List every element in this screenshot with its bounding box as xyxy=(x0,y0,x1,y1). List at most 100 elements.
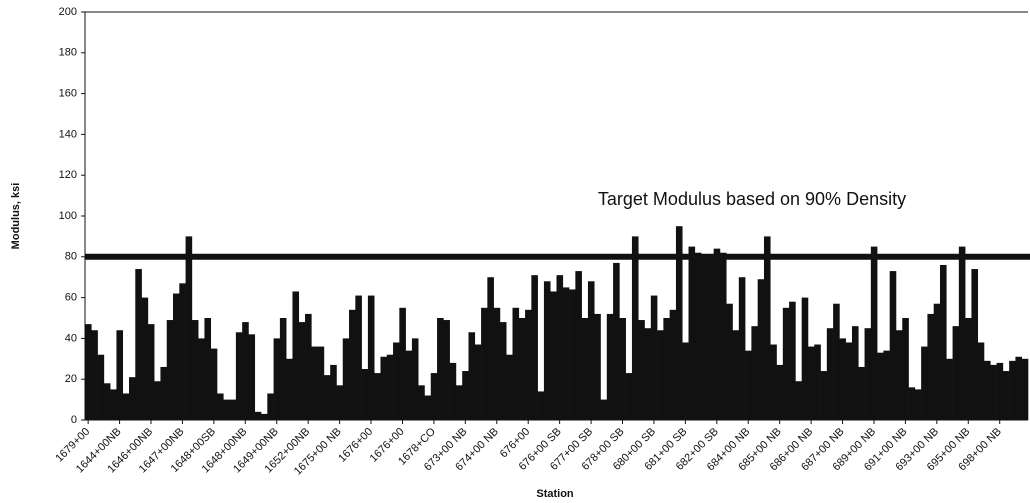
bar xyxy=(355,295,362,420)
bar xyxy=(393,342,400,420)
bar xyxy=(437,318,444,420)
bar xyxy=(279,318,287,420)
bar xyxy=(455,385,463,420)
bar xyxy=(732,330,740,420)
bar xyxy=(443,320,450,420)
bar xyxy=(462,371,469,420)
bar xyxy=(675,226,683,420)
bar xyxy=(575,271,582,420)
bar xyxy=(738,277,746,420)
bar xyxy=(694,252,702,420)
bar xyxy=(751,326,758,420)
bar xyxy=(902,318,909,420)
bar xyxy=(650,295,658,420)
y-tick-label: 140 xyxy=(59,128,77,140)
bar xyxy=(317,346,325,420)
bar xyxy=(921,346,928,420)
bar xyxy=(242,322,249,420)
bar xyxy=(141,297,149,420)
bar xyxy=(745,350,752,420)
bar xyxy=(286,358,293,420)
bar xyxy=(525,309,532,420)
bar xyxy=(493,307,501,420)
bar xyxy=(160,366,168,420)
bar xyxy=(631,236,639,420)
bar xyxy=(116,330,124,420)
bar xyxy=(556,275,564,420)
bar xyxy=(801,297,809,420)
bar xyxy=(154,381,161,420)
bar xyxy=(996,362,1004,420)
bar xyxy=(537,391,545,420)
bar xyxy=(298,322,306,420)
bar xyxy=(914,389,922,420)
x-axis-label: Station xyxy=(536,488,574,500)
bar xyxy=(983,360,991,420)
bar xyxy=(305,313,312,420)
bar xyxy=(864,328,872,420)
bar xyxy=(939,264,947,420)
bar xyxy=(644,328,652,420)
bar xyxy=(562,287,570,420)
bar xyxy=(927,313,934,420)
bar xyxy=(682,342,689,420)
bar xyxy=(594,313,601,420)
bar xyxy=(173,293,180,420)
bar xyxy=(789,301,796,420)
bar xyxy=(1015,356,1023,420)
bar xyxy=(166,320,174,420)
bar xyxy=(587,281,595,420)
y-tick-label: 0 xyxy=(71,414,77,426)
bar xyxy=(833,303,840,420)
bar xyxy=(267,393,274,420)
bar xyxy=(487,277,494,420)
bar xyxy=(531,275,538,420)
bar xyxy=(946,358,953,420)
bar xyxy=(952,326,960,420)
bar xyxy=(688,246,696,420)
bar xyxy=(336,385,344,420)
bar xyxy=(807,346,815,420)
bar xyxy=(889,271,897,420)
bar xyxy=(210,348,218,420)
y-tick-label: 80 xyxy=(65,251,77,263)
bar xyxy=(518,318,526,420)
bar xyxy=(877,352,884,420)
bar xyxy=(349,309,356,420)
bar xyxy=(91,330,98,420)
bar xyxy=(971,269,979,420)
bar xyxy=(198,338,205,420)
bar xyxy=(386,354,394,420)
bar xyxy=(235,332,243,420)
bar xyxy=(474,344,482,420)
bar xyxy=(719,252,727,420)
bar xyxy=(619,318,626,420)
bar xyxy=(776,364,784,420)
bar xyxy=(103,383,111,420)
bar xyxy=(481,307,488,420)
bar xyxy=(185,236,193,420)
bar xyxy=(204,318,212,420)
bar xyxy=(858,366,865,420)
bar xyxy=(977,342,985,420)
bar xyxy=(550,291,557,420)
bar xyxy=(330,364,337,420)
bar xyxy=(342,338,350,420)
bar xyxy=(713,248,721,420)
bar xyxy=(217,393,224,420)
bar xyxy=(726,303,733,420)
bar xyxy=(499,322,507,420)
bar xyxy=(569,289,576,420)
bar xyxy=(292,291,300,420)
bar xyxy=(965,318,972,420)
bar xyxy=(273,338,281,420)
y-tick-label: 40 xyxy=(65,332,77,344)
bar xyxy=(411,338,419,420)
bar xyxy=(254,411,262,420)
bar xyxy=(506,354,513,420)
bar xyxy=(820,371,828,420)
bar xyxy=(399,307,406,420)
bar xyxy=(1021,358,1029,420)
